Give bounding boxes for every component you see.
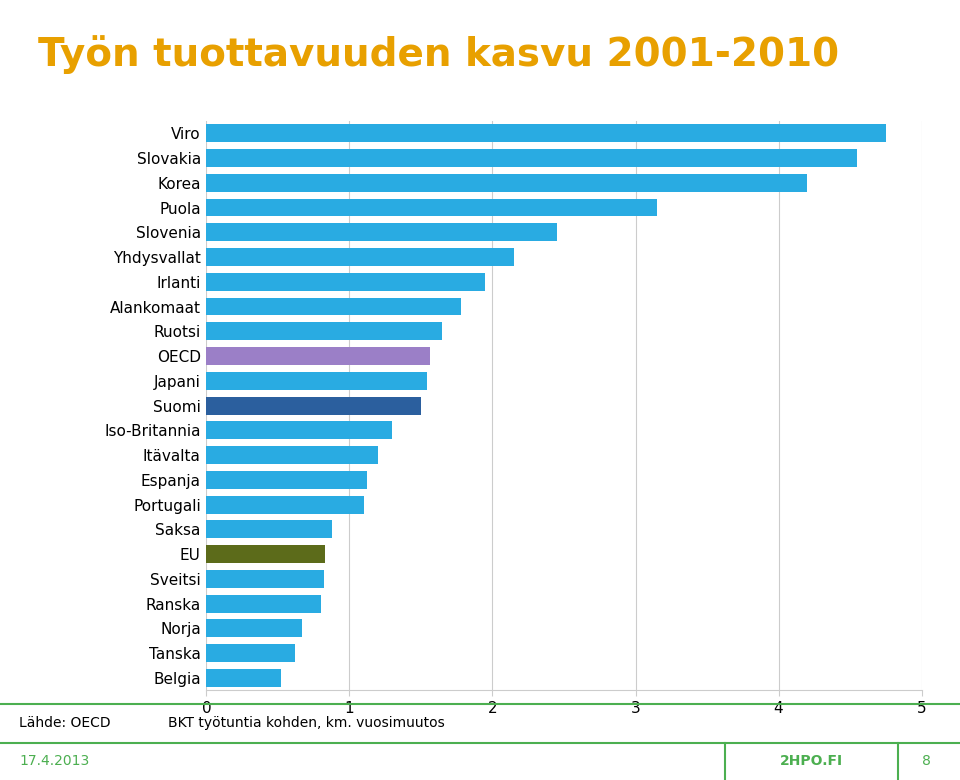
Text: 8: 8: [922, 754, 931, 768]
Bar: [206, 124, 886, 142]
Bar: [206, 347, 429, 365]
Bar: [206, 619, 302, 637]
Bar: [206, 223, 557, 241]
Bar: [206, 644, 295, 662]
Bar: [206, 545, 325, 563]
Bar: [206, 421, 393, 439]
Bar: [206, 471, 367, 489]
Text: Työn tuottavuuden kasvu 2001-2010: Työn tuottavuuden kasvu 2001-2010: [38, 35, 840, 74]
Text: 17.4.2013: 17.4.2013: [19, 754, 89, 768]
Bar: [206, 594, 321, 612]
Bar: [206, 248, 514, 266]
Text: Lähde: OECD: Lähde: OECD: [19, 716, 110, 730]
Bar: [206, 372, 426, 390]
Bar: [206, 496, 364, 513]
Text: 2HPO.FI: 2HPO.FI: [780, 754, 843, 768]
Bar: [206, 397, 421, 414]
Bar: [206, 520, 332, 538]
Bar: [206, 446, 378, 464]
Bar: [206, 174, 807, 192]
Bar: [206, 149, 857, 167]
Bar: [206, 322, 443, 340]
Bar: [206, 298, 461, 315]
Bar: [206, 570, 324, 588]
Bar: [206, 273, 486, 291]
Bar: [206, 669, 280, 687]
Text: BKT työtuntia kohden, km. vuosimuutos: BKT työtuntia kohden, km. vuosimuutos: [168, 716, 444, 730]
Bar: [206, 199, 657, 217]
